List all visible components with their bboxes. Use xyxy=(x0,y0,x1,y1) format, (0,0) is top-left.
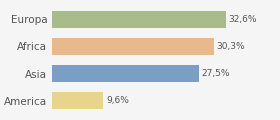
Bar xyxy=(52,11,226,28)
Text: 27,5%: 27,5% xyxy=(201,69,230,78)
Bar xyxy=(52,65,199,82)
Text: 30,3%: 30,3% xyxy=(216,42,245,51)
Bar xyxy=(52,38,214,55)
Text: 32,6%: 32,6% xyxy=(228,15,257,24)
Bar xyxy=(52,92,103,109)
Text: 9,6%: 9,6% xyxy=(106,96,129,105)
